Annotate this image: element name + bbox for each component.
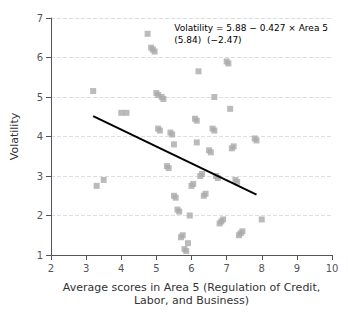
- svg-text:8: 8: [259, 263, 265, 274]
- svg-text:Average scores in Area 5 (Regu: Average scores in Area 5 (Regulation of …: [63, 281, 321, 294]
- svg-text:2: 2: [37, 210, 43, 221]
- svg-text:7: 7: [223, 263, 229, 274]
- svg-text:Volatility = 5.88 − 0.427 × Ar: Volatility = 5.88 − 0.427 × Area 5: [174, 23, 328, 33]
- svg-text:4: 4: [118, 263, 124, 274]
- svg-text:6: 6: [188, 263, 194, 274]
- svg-text:Labor, and Business): Labor, and Business): [134, 294, 249, 307]
- svg-text:6: 6: [37, 52, 43, 63]
- svg-text:4: 4: [37, 131, 43, 142]
- svg-text:5: 5: [37, 92, 43, 103]
- svg-text:3: 3: [83, 263, 89, 274]
- svg-text:(5.84) (−2.47): (5.84) (−2.47): [174, 35, 241, 45]
- svg-text:9: 9: [294, 263, 300, 274]
- svg-text:5: 5: [153, 263, 159, 274]
- svg-text:7: 7: [37, 13, 43, 24]
- svg-text:Volatility: Volatility: [8, 112, 21, 160]
- svg-text:10: 10: [326, 263, 339, 274]
- svg-text:2: 2: [48, 263, 54, 274]
- svg-text:1: 1: [37, 250, 43, 261]
- svg-text:3: 3: [37, 171, 43, 182]
